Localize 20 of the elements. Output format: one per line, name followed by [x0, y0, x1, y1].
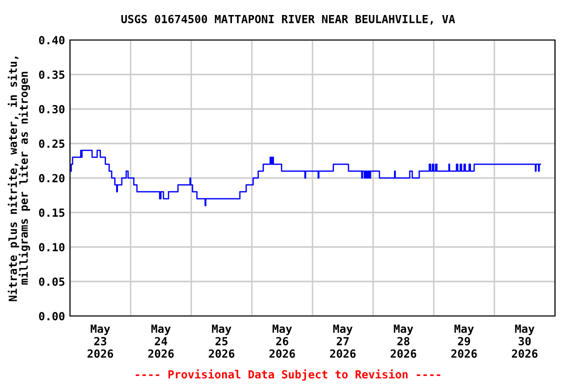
text: ---- Provisional Data Subject to Revision ----	[136, 369, 440, 381]
chart-title: USGS 01674500 MATTAPONI RIVER NEAR BEULAHVILLE, VA	[121, 14, 456, 25]
x-tick-label: May 25 2026	[208, 324, 234, 358]
x-tick-label: May 24 2026	[148, 324, 174, 358]
y-tick-label: 0.30	[39, 104, 64, 114]
y-tick-label: 0.35	[39, 70, 64, 79]
x-tick-label: May 29 2026	[451, 324, 477, 358]
y-tick-label: 0.05	[39, 277, 64, 286]
x-tick-label: May 28 2026	[390, 324, 416, 358]
x-tick-label: May 30 2026	[512, 324, 538, 358]
x-tick-label: May 23 2026	[88, 324, 114, 358]
y-tick-label: 0.20	[39, 174, 64, 182]
x-tick-label: May 27 2026	[330, 324, 356, 358]
y-axis-title: Nitrate plus nitrite, water, in situ, milligrams per liter as nitrogen	[8, 56, 30, 302]
y-tick-label: 0.40	[39, 36, 64, 44]
y-tick-label: 0.00	[39, 312, 64, 320]
y-tick-label: 0.25	[39, 139, 64, 148]
y-tick-label: 0.10	[39, 242, 64, 252]
x-tick-label: May 26 2026	[269, 324, 295, 358]
y-tick-label: 0.15	[39, 208, 64, 217]
